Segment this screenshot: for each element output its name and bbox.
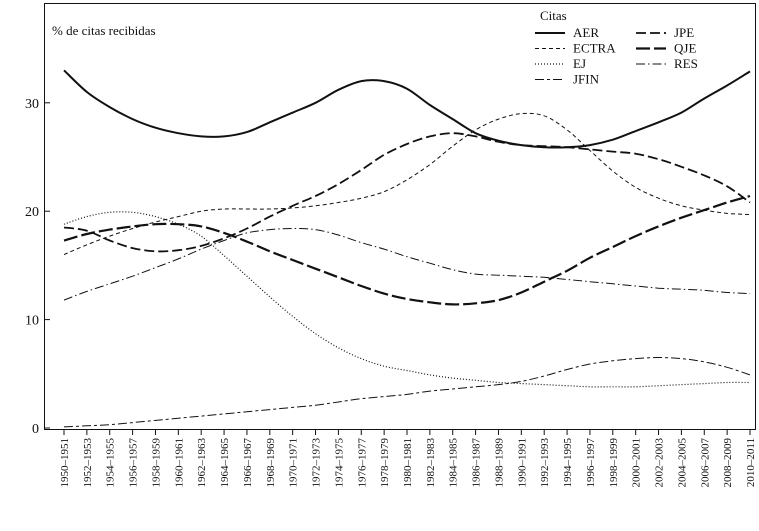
x-tick-label: 1978–1979: [379, 438, 391, 488]
y-tick-label: 0: [32, 422, 39, 437]
x-tick-label: 1988–1989: [493, 438, 505, 488]
x-tick-label: 1990–1991: [516, 438, 528, 488]
legend-label-ej: EJ: [573, 56, 586, 71]
x-tick-label: 1984–1985: [448, 438, 460, 488]
series-line-aer: [63, 69, 751, 149]
x-tick-label: 1966–1967: [242, 438, 254, 488]
x-tick-label: 2002–2003: [654, 438, 666, 488]
legend-label-aer: AER: [573, 25, 599, 40]
x-tick-label: 1962–1963: [196, 438, 208, 488]
legend-label-ectra: ECTRA: [573, 41, 616, 56]
x-tick-label: 1980–1981: [402, 438, 414, 488]
x-tick-label: 2008–2009: [722, 438, 734, 488]
x-tick-label: 2000–2001: [631, 438, 643, 488]
series-lines: [63, 69, 751, 428]
series-line-jfin: [63, 356, 751, 428]
legend-label-qje: QJE: [674, 41, 696, 56]
x-tick-label: 1986–1987: [471, 438, 483, 488]
x-tick-label: 1976–1977: [356, 438, 368, 488]
x-tick-label: 1958–1959: [150, 438, 162, 488]
x-tick-label: 2004–2005: [676, 438, 688, 488]
y-axis: 0 10 20 30: [25, 97, 50, 437]
legend-label-jfin: JFIN: [573, 72, 600, 87]
series-line-ectra: [63, 112, 751, 256]
x-tick-label: 1956–1957: [128, 438, 140, 488]
x-tick-label: 1952–1953: [82, 438, 94, 488]
x-tick-label: 1960–1961: [173, 438, 185, 488]
series-line-qje: [63, 194, 751, 306]
y-tick-label: 30: [25, 97, 39, 112]
series-line-jpe: [63, 132, 751, 253]
x-tick-label: 1950–1951: [59, 438, 71, 488]
x-tick-label: 1994–1995: [562, 438, 574, 488]
x-tick-label: 2006–2007: [699, 438, 711, 488]
series-line-res: [63, 227, 751, 301]
x-tick-label: 1970–1971: [288, 438, 300, 488]
x-tick-label: 1992–1993: [539, 438, 551, 488]
y-axis-label: % de citas recibidas: [52, 23, 156, 38]
x-axis: 1950–1951 1952–1953 1954–1955 1956–1957 1958…: [59, 430, 757, 488]
x-tick-label: 1968–1969: [265, 438, 277, 488]
x-tick-label: 2010–2011: [745, 438, 757, 487]
x-tick-label: 1964–1965: [219, 438, 231, 488]
legend-title: Citas: [540, 8, 567, 23]
x-tick-label: 1982–1983: [425, 438, 437, 488]
x-tick-label: 1972–1973: [311, 438, 323, 488]
series-line-ej: [63, 211, 751, 388]
y-tick-label: 20: [25, 205, 39, 220]
plot-frame: [44, 3, 756, 430]
x-tick-label: 1996–1997: [585, 438, 597, 488]
x-tick-label: 1954–1955: [105, 438, 117, 488]
x-tick-label: 1998–1999: [608, 438, 620, 488]
legend-label-jpe: JPE: [674, 25, 694, 40]
y-tick-label: 10: [25, 314, 39, 329]
legend-label-res: RES: [674, 56, 698, 71]
x-tick-label: 1974–1975: [333, 438, 345, 488]
